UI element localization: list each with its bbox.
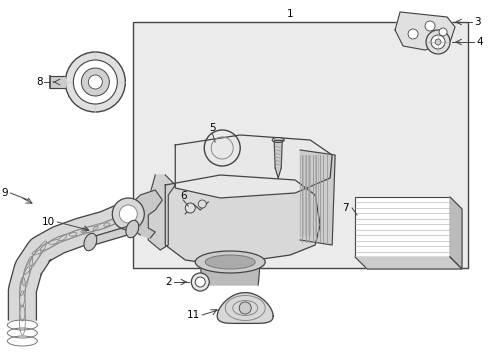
- Circle shape: [424, 21, 434, 31]
- Text: 8: 8: [36, 77, 42, 87]
- Polygon shape: [275, 168, 281, 178]
- Circle shape: [88, 75, 102, 89]
- Polygon shape: [88, 225, 134, 246]
- Circle shape: [191, 273, 209, 291]
- Text: 6: 6: [180, 191, 186, 201]
- Polygon shape: [217, 293, 273, 323]
- Text: 7: 7: [341, 203, 348, 213]
- Circle shape: [185, 203, 195, 213]
- Circle shape: [112, 198, 144, 230]
- Ellipse shape: [125, 220, 139, 238]
- Polygon shape: [165, 175, 320, 265]
- Text: 10: 10: [42, 217, 55, 227]
- Polygon shape: [148, 175, 175, 250]
- Bar: [354, 197, 449, 257]
- Polygon shape: [354, 257, 461, 269]
- Polygon shape: [200, 262, 260, 285]
- Circle shape: [425, 30, 449, 54]
- Text: 5: 5: [208, 123, 215, 133]
- Polygon shape: [8, 202, 134, 320]
- Circle shape: [438, 28, 446, 36]
- Circle shape: [119, 205, 137, 223]
- Polygon shape: [128, 190, 162, 238]
- Circle shape: [81, 68, 109, 96]
- Circle shape: [430, 35, 444, 49]
- Ellipse shape: [84, 233, 97, 251]
- Ellipse shape: [195, 251, 264, 273]
- Circle shape: [239, 302, 251, 314]
- Text: 11: 11: [186, 310, 200, 320]
- Polygon shape: [274, 142, 282, 168]
- Ellipse shape: [272, 138, 284, 143]
- Polygon shape: [50, 76, 65, 88]
- Ellipse shape: [205, 255, 255, 269]
- Text: 1: 1: [286, 9, 293, 19]
- Polygon shape: [300, 150, 334, 245]
- Circle shape: [195, 277, 205, 287]
- Text: 3: 3: [473, 17, 480, 27]
- Polygon shape: [449, 197, 461, 269]
- Circle shape: [407, 29, 417, 39]
- Text: 9: 9: [2, 188, 8, 198]
- Text: 2: 2: [165, 277, 172, 287]
- Circle shape: [73, 60, 117, 104]
- Polygon shape: [394, 12, 454, 50]
- Circle shape: [198, 200, 206, 208]
- Circle shape: [434, 39, 440, 45]
- Circle shape: [65, 52, 125, 112]
- Text: 4: 4: [475, 37, 482, 47]
- Bar: [133, 22, 467, 268]
- Polygon shape: [175, 135, 331, 198]
